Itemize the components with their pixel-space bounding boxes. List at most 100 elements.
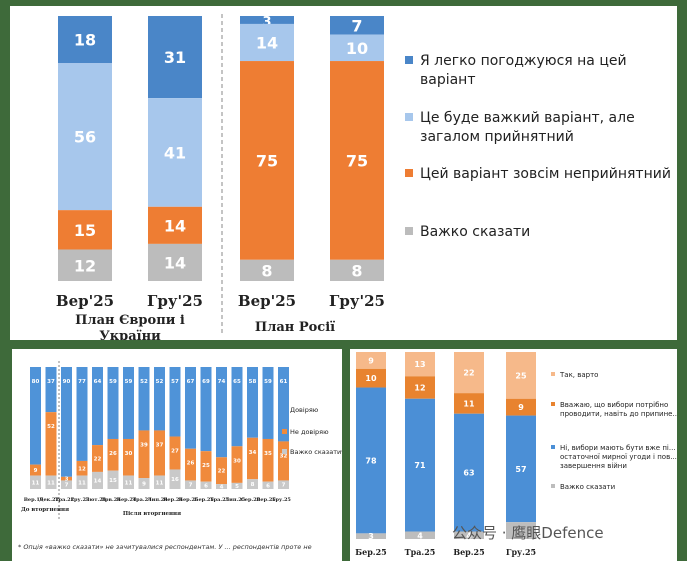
- bar-value-label: 41: [164, 143, 186, 162]
- bar-segment-hard: [185, 480, 196, 489]
- x-tick-label: Гру'25: [147, 292, 203, 310]
- bar-segment-hard2: [506, 522, 536, 539]
- bar-value-label: 9: [368, 356, 374, 365]
- legend-label: Важко сказати: [420, 224, 530, 240]
- bar-segment-yes_worth: [454, 352, 484, 394]
- elections-chart-panel: 9 10 78 3 Бер.25 13 12 71 4 Тра.25 22 11 63 4 Вер.25 25…: [350, 349, 677, 561]
- bar-segment-hard: [200, 481, 212, 489]
- bar-segment-yes_worth: [356, 352, 386, 369]
- bar-value-label: 59: [109, 379, 117, 385]
- bar-segment-no_after: [454, 413, 484, 532]
- x-tick-label: Тра.22: [55, 497, 75, 503]
- group-label-europe: План Європи і: [75, 313, 185, 328]
- bar-value-label: 8: [251, 482, 255, 488]
- bar-value-label: 22: [463, 369, 474, 378]
- bar-segment-agree: [148, 16, 202, 99]
- x-tick-label: Гру.23: [71, 497, 90, 503]
- bar-value-label: 67: [187, 379, 195, 385]
- bar-segment-trust: [231, 367, 243, 447]
- bar-segment-hard: [231, 482, 243, 489]
- bar-value-label: 69: [202, 379, 210, 385]
- bar-value-label: 78: [365, 456, 377, 465]
- bar-segment-distrust: [123, 438, 134, 476]
- x-tick-label: Сер.25: [241, 497, 261, 503]
- legend-swatch-no_after: [551, 445, 555, 449]
- bar-segment-distrust: [262, 438, 274, 482]
- bar-segment-distrust: [216, 457, 227, 485]
- bar-segment-distrust: [185, 448, 196, 481]
- bar-value-label: 52: [156, 379, 164, 385]
- bar-segment-trust: [138, 367, 150, 431]
- bar-segment-hard: [278, 480, 289, 489]
- bar-value-label: 39: [140, 442, 148, 448]
- bar-value-label: 7: [351, 16, 362, 35]
- bar-segment-hard: [247, 479, 258, 489]
- bar-value-label: 58: [249, 379, 257, 385]
- bar-segment-distrust: [138, 430, 150, 479]
- bar-value-label: 11: [463, 399, 475, 408]
- bar-segment-trust: [154, 367, 165, 431]
- bar-segment-distrust: [30, 464, 41, 476]
- bar-segment-difficult: [240, 23, 294, 62]
- watermark: 公众号 · 鹰眼Defence: [452, 524, 604, 542]
- x-tick-label: Лип.24: [147, 497, 168, 503]
- bar-value-label: 4: [417, 531, 423, 540]
- elections-chart: 9 10 78 3 Бер.25 13 12 71 4 Тра.25 22 11 63 4 Вер.25 25…: [355, 352, 677, 557]
- bar-segment-even_before: [356, 368, 386, 388]
- bar-value-label: 63: [463, 469, 474, 478]
- bar-value-label: 11: [125, 480, 133, 486]
- bar-value-label: 22: [218, 469, 226, 475]
- bar-value-label: 71: [414, 461, 426, 470]
- bar-value-label: 59: [125, 379, 133, 385]
- bar-value-label: 26: [109, 451, 117, 457]
- bar-value-label: 31: [164, 48, 186, 67]
- legend-label: Вважаю, що вибори потрібно: [560, 401, 668, 409]
- bar-value-label: 77: [78, 379, 86, 385]
- legend-label: Ні, вибори мають бути вже пі...: [560, 444, 676, 452]
- bar-segment-agree: [240, 16, 294, 24]
- bar-segment-yes_worth: [506, 352, 536, 399]
- bar-value-label: 64: [94, 379, 102, 385]
- bar-value-label: 16: [171, 477, 179, 483]
- legend-label: загалом прийнятний: [420, 129, 574, 145]
- bar-segment-distrust: [45, 412, 57, 476]
- x-tick-label: Вер.19: [24, 497, 44, 503]
- bar-segment-hard: [76, 475, 88, 489]
- bar-value-label: 5: [235, 484, 239, 490]
- x-tick-label: Гру.25: [272, 497, 291, 503]
- bar-segment-hard_to_say: [240, 259, 294, 281]
- legend-swatch-difficult: [405, 113, 413, 121]
- bar-segment-yes_worth: [405, 352, 435, 377]
- bar-value-label: 37: [47, 379, 55, 385]
- bar-segment-unacceptable: [58, 210, 112, 250]
- bar-value-label: 14: [256, 34, 278, 53]
- bar-value-label: 7: [65, 483, 69, 489]
- bar-segment-hard2: [356, 533, 386, 539]
- bar-segment-no_after: [405, 398, 435, 532]
- bar-segment-trust: [45, 367, 57, 413]
- legend-label: варіант: [420, 72, 476, 88]
- bar-value-label: 75: [346, 151, 368, 170]
- bar-value-label: 8: [351, 261, 362, 280]
- bar-value-label: 25: [202, 463, 210, 469]
- bar-value-label: 37: [156, 442, 164, 448]
- bar-segment-distrust: [154, 430, 165, 476]
- x-tick-label: Вер.24: [163, 497, 183, 503]
- bar-value-label: 18: [74, 31, 96, 50]
- bar-value-label: 57: [515, 465, 526, 474]
- bar-segment-trust: [169, 367, 181, 437]
- bar-segment-unacceptable: [148, 206, 202, 244]
- bar-value-label: 80: [32, 379, 40, 385]
- legend-label: Цей варіант зовсім неприйнятний: [420, 166, 671, 182]
- legend-label: Важко сказати: [560, 483, 615, 491]
- x-tick-label: Бер.25: [179, 497, 199, 503]
- bar-segment-hard_to_say: [148, 243, 202, 281]
- bar-value-label: 52: [47, 424, 55, 430]
- bar-segment-distrust: [61, 476, 72, 481]
- x-tick-label: Гру.25: [506, 547, 536, 557]
- bar-value-label: 4: [220, 485, 224, 491]
- bar-value-label: 56: [74, 128, 96, 147]
- bar-value-label: 11: [32, 480, 40, 486]
- bar-segment-hard: [61, 480, 72, 489]
- bar-segment-distrust: [231, 446, 243, 483]
